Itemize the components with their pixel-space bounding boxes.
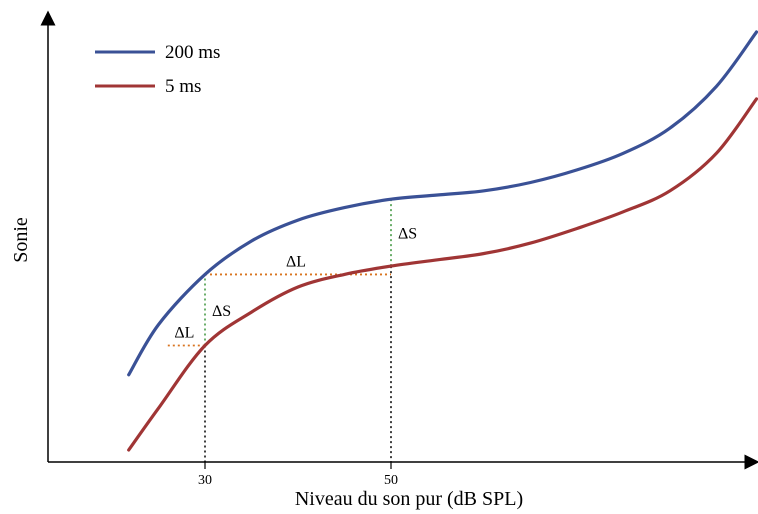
legend: 200 ms 5 ms (95, 42, 220, 97)
legend-label-0: 200 ms (165, 42, 220, 63)
annotations-layer: ΔL ΔS ΔL ΔS (167, 199, 417, 462)
delta-s-label-3: ΔS (398, 226, 417, 243)
delta-l-label-2: ΔL (286, 253, 306, 270)
series-line-200-ms (127, 30, 758, 377)
series-line-5-ms (127, 97, 758, 452)
x-axis-title: Niveau du son pur (dB SPL) (295, 488, 523, 510)
legend-label-1: 5 ms (165, 76, 201, 97)
delta-l-label-0: ΔL (174, 325, 194, 342)
x-tick-label-50: 50 (384, 473, 398, 488)
ticks-layer: 30 50 (198, 462, 398, 488)
delta-s-label-1: ΔS (212, 303, 231, 320)
y-axis-title: Sonie (10, 217, 32, 263)
series-layer (127, 30, 758, 452)
x-tick-label-30: 30 (198, 473, 212, 488)
